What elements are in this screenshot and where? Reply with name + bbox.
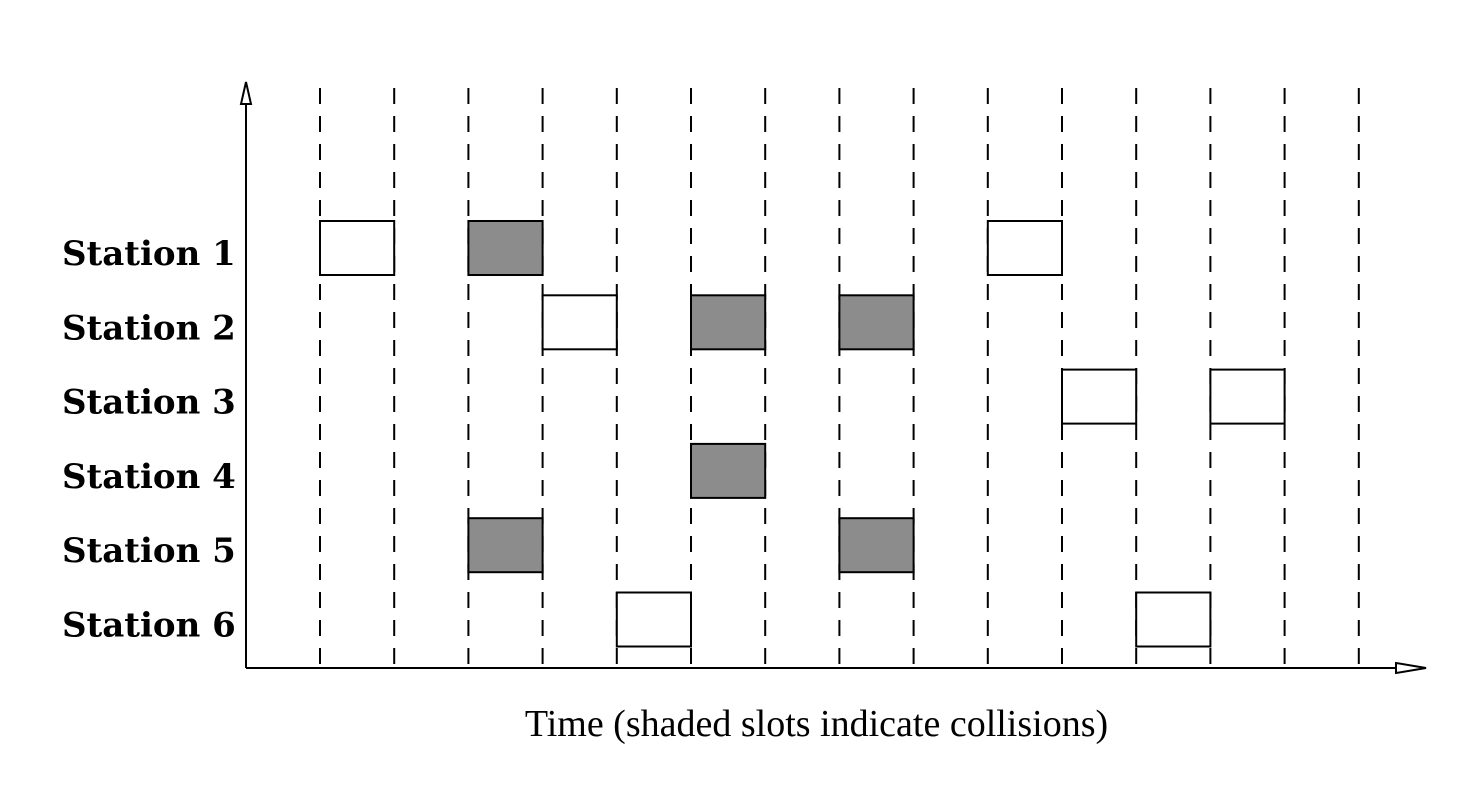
station-label: Station 4: [62, 457, 236, 497]
collision-slot: [467, 220, 544, 276]
successful-slot: [319, 220, 396, 276]
station-label: Station 3: [62, 383, 236, 423]
station-labels: Station 1 Station 2 Station 3 Station 4 Stat…: [62, 234, 236, 646]
slot-gridlines: [319, 88, 1360, 668]
successful-slot: [986, 220, 1063, 276]
transmission-slots: [319, 220, 1286, 648]
successful-slot: [1209, 368, 1286, 425]
axes: [239, 81, 1427, 675]
collision-slot: [838, 294, 915, 351]
collision-slot: [690, 294, 767, 351]
time-axis-arrow-icon: [1395, 661, 1427, 675]
time-axis-caption: Time (shaded slots indicate collisions): [0, 702, 1483, 746]
station-label: Station 2: [62, 308, 236, 348]
station-label: Station 5: [62, 531, 236, 571]
successful-slot: [1135, 591, 1212, 648]
successful-slot: [1061, 368, 1138, 425]
vertical-axis-arrow-icon: [239, 81, 253, 105]
successful-slot: [541, 294, 618, 351]
collision-slot: [690, 442, 767, 499]
successful-slot: [615, 591, 692, 648]
station-label: Station 1: [62, 234, 236, 274]
collision-slot: [838, 517, 915, 574]
collision-slot: [467, 517, 544, 574]
caption-text: Time (shaded slots indicate collisions): [524, 703, 1109, 745]
station-label: Station 6: [62, 606, 236, 646]
